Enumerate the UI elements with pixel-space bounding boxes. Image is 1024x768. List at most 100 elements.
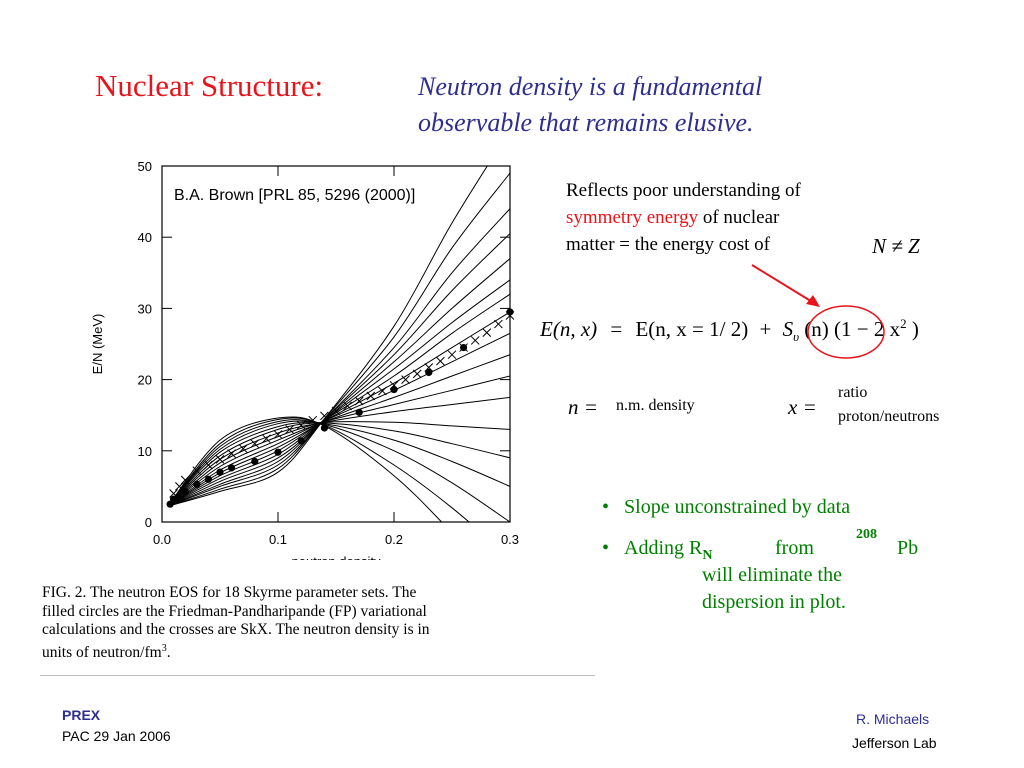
caption-line-2: filled circles are the Friedman-Pandhari… <box>42 602 427 620</box>
skyrme-curve-15 <box>167 233 510 507</box>
y-tick-label: 20 <box>138 373 152 388</box>
x-symbol: x = <box>788 395 817 419</box>
bullet-1-text: Slope unconstrained by data <box>624 496 851 518</box>
n-description: n.m. density <box>616 397 695 414</box>
fp-point <box>460 343 468 352</box>
bullet-2-line2: will eliminate the <box>702 564 842 586</box>
eq-lhs: E(n, x) <box>540 317 598 341</box>
highlight-circle <box>807 305 885 359</box>
fp-point <box>170 495 178 503</box>
skx-cross <box>378 386 387 396</box>
x-tick-label: 0.3 <box>501 532 519 547</box>
skx-cross <box>308 415 318 425</box>
symmetry-energy-equation: E(n, x) = E(n, x = 1/ 2) + Sυ (n) (1 − 2… <box>540 316 919 345</box>
fp-point <box>274 448 282 456</box>
bullet-2-line3: dispersion in plot. <box>702 591 846 613</box>
footer-pac: PAC 29 Jan 2006 <box>62 728 171 744</box>
skyrme-curve-5 <box>167 422 510 507</box>
footer-prex: PREX <box>62 707 101 723</box>
page-title: Nuclear Structure: <box>95 68 324 103</box>
caption-line-4: units of neutron/fm3. <box>42 640 552 663</box>
reflects-line-2: symmetry energy of nuclear <box>566 207 779 229</box>
page-subtitle-line2: observable that remains elusive. <box>418 108 754 137</box>
bullet-2-from: from <box>775 537 814 559</box>
bullet-2: • Adding RN <box>602 537 713 563</box>
fp-point <box>204 475 212 483</box>
skx-cross <box>273 430 283 439</box>
fp-point <box>181 487 189 495</box>
footer-lab: Jefferson Lab <box>852 735 937 751</box>
footer-author: R. Michaels <box>856 711 930 727</box>
caption-line-4-text: units of neutron/fm <box>42 643 162 661</box>
skx-cross <box>180 475 190 485</box>
bullet-2-isotope-mass: 208 <box>856 527 877 542</box>
x-description-line2: proton/neutrons <box>838 408 940 425</box>
skyrme-curve-18 <box>167 166 488 507</box>
y-tick-label: 10 <box>138 444 152 459</box>
fp-point <box>251 457 259 466</box>
y-tick-label: 30 <box>138 301 152 316</box>
skx-cross <box>285 425 294 434</box>
plot-frame <box>161 165 511 523</box>
caption-line-3: calculations and the crosses are SkX. Th… <box>42 621 430 638</box>
skx-cross <box>494 319 503 329</box>
fp-point <box>355 408 363 416</box>
fp-point <box>216 468 224 476</box>
eq-close: ) <box>911 317 919 341</box>
figure-caption: FIG. 2. The neutron EOS for 18 Skyrme pa… <box>42 584 552 662</box>
skx-cross <box>204 460 213 470</box>
eq-term1: E(n, x = 1/ 2) <box>635 317 749 341</box>
symmetry-energy-text: symmetry energy <box>566 207 699 228</box>
skyrme-curve-2 <box>167 417 470 522</box>
arrow-icon <box>751 264 820 307</box>
skyrme-curve-9 <box>167 354 510 507</box>
y-axis-label: E/N (MeV) <box>90 314 105 375</box>
eos-chart: 0 10 20 30 40 50 0.0 0.1 0.2 0.3 neutron density E/… <box>90 159 519 560</box>
fp-point <box>425 368 433 377</box>
bullet-2-sub: N <box>702 548 713 563</box>
y-tick-label: 50 <box>138 159 152 174</box>
bullet-2-element: Pb <box>897 537 919 559</box>
skyrme-curve-16 <box>167 208 510 507</box>
eq-sym-sub: υ <box>793 329 800 345</box>
x-tick-label: 0.1 <box>269 532 287 547</box>
fp-point <box>166 500 174 508</box>
skx-cross <box>470 336 480 345</box>
fp-point <box>228 464 236 472</box>
skx-cross <box>262 434 271 444</box>
skx-cross <box>227 449 236 459</box>
skx-cross <box>401 375 410 384</box>
chart-annotation: B.A. Brown [PRL 85, 5296 (2000)] <box>174 187 415 204</box>
skx-cross <box>354 396 364 406</box>
x-tick-label: 0.0 <box>153 532 171 547</box>
skyrme-curve-17 <box>167 172 510 507</box>
curves-group <box>167 166 510 522</box>
skx-cross <box>169 489 178 498</box>
skx-cross <box>296 420 306 430</box>
skx-cross <box>412 369 422 379</box>
skx-cross <box>250 439 260 449</box>
bullet-2-pre: Adding R <box>624 537 703 559</box>
skx-cross <box>436 356 445 366</box>
eq-plus: + <box>759 317 772 341</box>
fp-point <box>390 385 398 394</box>
eq-factor: (1 − 2 x <box>834 317 901 341</box>
skx-cross <box>238 444 248 454</box>
caption-divider <box>40 675 595 676</box>
skyrme-curve-1 <box>167 416 443 522</box>
skx-cross <box>447 350 457 360</box>
eq-sym-s: S <box>782 317 794 341</box>
caption-line-1: FIG. 2. The neutron EOS for 18 Skyrme pa… <box>42 584 417 601</box>
skx-cross <box>215 454 225 464</box>
skx-cross <box>320 411 329 421</box>
fp-point <box>193 480 201 488</box>
skx-cross <box>331 406 341 416</box>
reflects-line-2-rest: of nuclear <box>698 207 780 228</box>
bullet-1: • Slope unconstrained by data <box>602 496 851 518</box>
reflects-line-1: Reflects poor understanding of <box>566 180 801 201</box>
skx-cross <box>366 391 376 401</box>
fp-point <box>506 308 514 316</box>
eq-equals: = <box>610 317 623 341</box>
fp-point <box>320 424 328 432</box>
caption-line-4-end: . <box>166 643 171 661</box>
